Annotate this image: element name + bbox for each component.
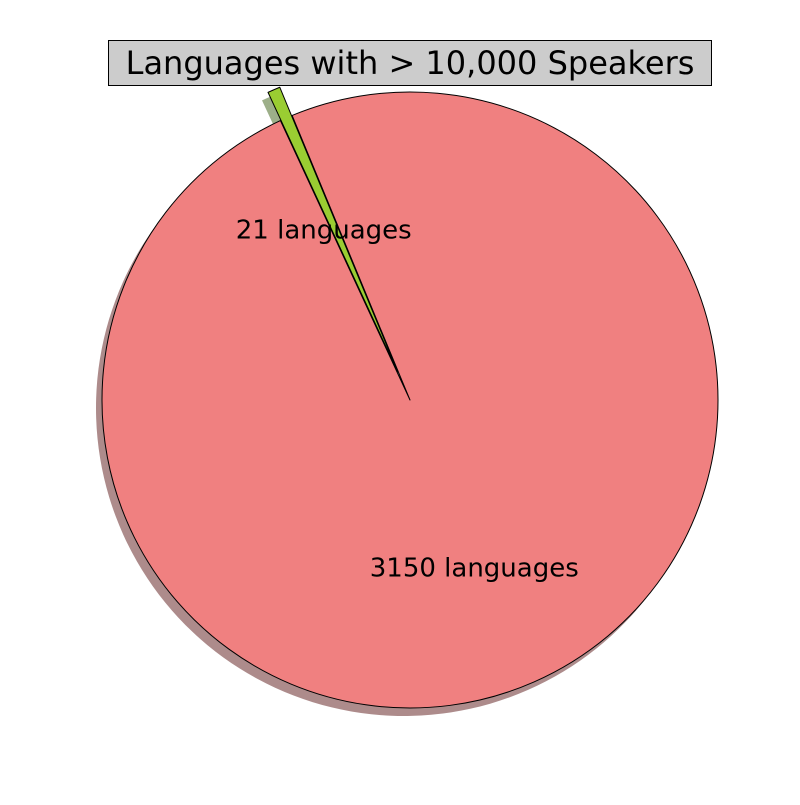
- chart-title: Languages with > 10,000 Speakers: [108, 40, 712, 86]
- pie-slice-label-1: 3150 languages: [370, 554, 579, 584]
- pie-slice-1: [101, 91, 719, 709]
- pie-labels: 21 languages 3150 languages: [236, 215, 579, 583]
- pie-slices: [101, 86, 719, 709]
- pie-slice-0: [267, 86, 399, 373]
- pie-slice-label-0: 21 languages: [236, 215, 412, 245]
